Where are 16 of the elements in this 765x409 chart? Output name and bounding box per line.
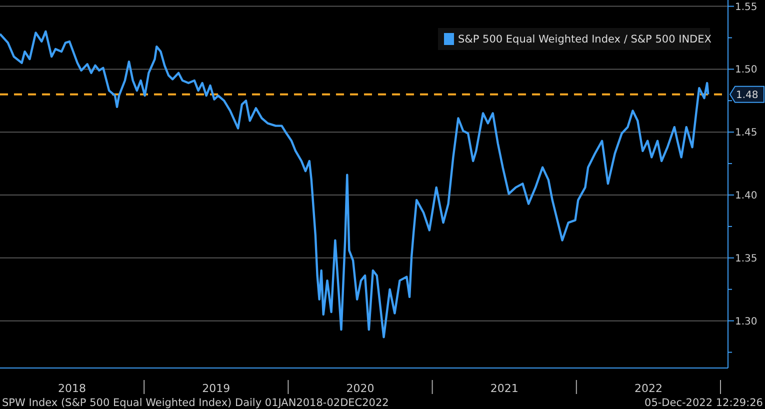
text: 05-Dec-2022 12:29:26 bbox=[644, 397, 764, 409]
x-tick-label: 2019 bbox=[202, 382, 230, 395]
legend-label: S&P 500 Equal Weighted Index / S&P 500 INDEX bbox=[458, 34, 712, 46]
y-tick-label: 1.40 bbox=[735, 190, 758, 202]
y-tick-label: 1.50 bbox=[735, 64, 758, 76]
y-tick-label: 1.35 bbox=[735, 253, 758, 264]
text: SPW Index (S&P 500 Equal Weighted Index) Daily 01JAN2018-02DEC2022 bbox=[2, 397, 389, 409]
y-tick-label: 1.30 bbox=[735, 316, 758, 328]
y-tick-label: 1.45 bbox=[735, 128, 758, 139]
y-tick-label: 1.55 bbox=[735, 2, 758, 13]
x-tick-label: 2020 bbox=[346, 382, 374, 395]
line-series bbox=[0, 30, 710, 338]
x-tick-label: 2022 bbox=[634, 382, 662, 395]
x-tick-label: 2018 bbox=[58, 382, 86, 395]
ref-line-label: 1.48 bbox=[736, 90, 758, 101]
x-tick-label: 2021 bbox=[490, 382, 518, 395]
